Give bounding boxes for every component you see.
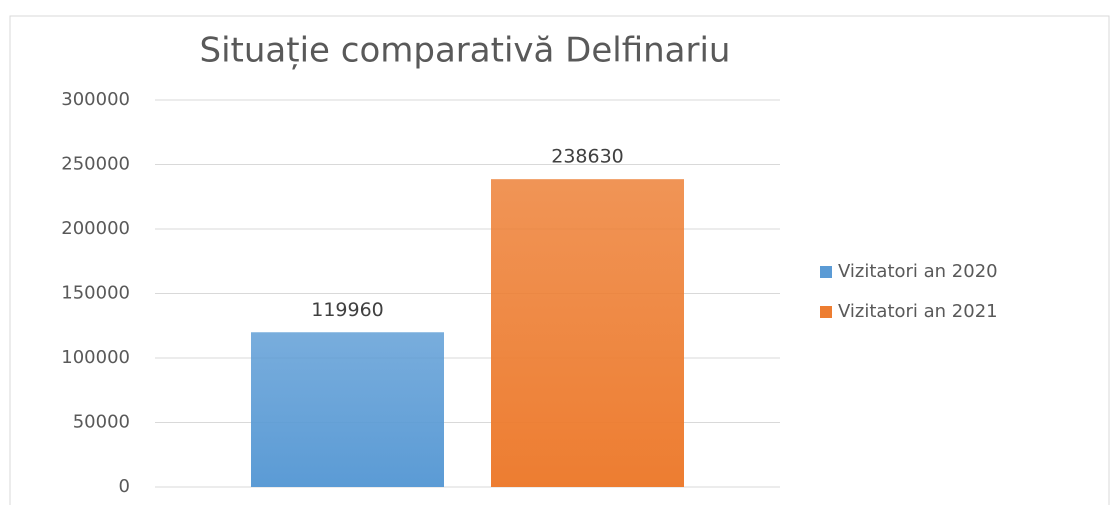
legend-label: Vizitatori an 2021: [838, 301, 998, 322]
y-tick-label: 100000: [61, 347, 130, 368]
legend-swatch: [820, 306, 832, 318]
legend-label: Vizitatori an 2020: [838, 261, 998, 282]
y-tick-label: 300000: [61, 89, 130, 110]
chart-title: Situație comparativă Delfinariu: [200, 31, 731, 71]
y-tick-label: 200000: [61, 218, 130, 239]
y-tick-label: 50000: [73, 412, 130, 433]
bar: [491, 179, 684, 487]
y-tick-label: 0: [119, 476, 130, 497]
data-label: 238630: [551, 146, 624, 168]
bar: [251, 332, 444, 487]
y-tick-label: 250000: [61, 154, 130, 175]
data-label: 119960: [311, 299, 384, 321]
y-tick-label: 150000: [61, 283, 130, 304]
legend-swatch: [820, 266, 832, 278]
